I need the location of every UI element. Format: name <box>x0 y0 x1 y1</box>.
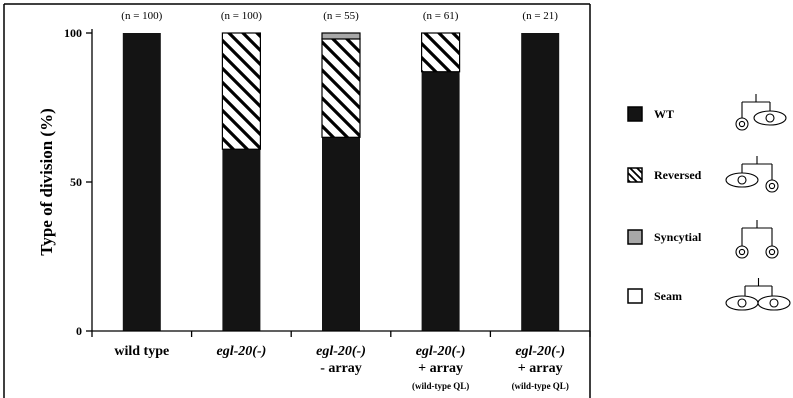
category-label: - array <box>320 361 362 376</box>
n-count-label: (n = 21) <box>522 10 558 22</box>
n-count-label: (n = 100) <box>121 10 162 22</box>
bar-segment-reversed <box>321 38 361 138</box>
n-count-label: (n = 100) <box>221 10 262 22</box>
y-axis-title: Type of division (%) <box>37 108 56 256</box>
legend-swatch-wt <box>627 106 643 122</box>
bar-segment-wt <box>421 71 460 332</box>
category-label: wild type <box>114 344 169 359</box>
legend-label-reversed: Reversed <box>654 168 702 182</box>
category-label: egl-20(-) <box>217 344 267 359</box>
y-tick-label: 50 <box>70 175 82 189</box>
category-label: + array <box>518 361 563 376</box>
legend: WT Reversed Syncytial Seam <box>627 94 791 311</box>
bar-segment-syncytial <box>321 32 361 40</box>
y-tick-label: 100 <box>64 26 82 40</box>
reversed-division-icon <box>725 156 779 193</box>
bar-segment-reversed <box>221 32 261 150</box>
n-count-label: (n = 55) <box>323 10 359 22</box>
category-label: (wild-type QL) <box>412 381 469 391</box>
y-axis: 0 50 100 Type of division (%) <box>37 26 591 338</box>
x-axis-labels: wild type egl-20(-) egl-20(-) - array egl-20… <box>114 344 568 391</box>
category-label: egl-20(-) <box>515 344 565 359</box>
category-label: + array <box>418 361 463 376</box>
legend-swatch-reversed <box>627 167 643 183</box>
bar-segment-wt <box>322 137 360 331</box>
bars <box>122 32 560 332</box>
y-tick-label: 0 <box>76 324 82 338</box>
legend-label-seam: Seam <box>654 289 682 303</box>
legend-label-syncytial: Syncytial <box>654 230 702 244</box>
bar-segment-wt <box>122 33 161 331</box>
category-label: egl-20(-) <box>416 344 466 359</box>
seam-division-icon <box>725 278 791 311</box>
category-label: (wild-type QL) <box>512 381 569 391</box>
bar-segment-reversed <box>421 32 461 73</box>
n-labels: (n = 100) (n = 100) (n = 55) (n = 61) (n = 2… <box>121 10 558 22</box>
legend-swatch-syncytial <box>627 229 643 245</box>
legend-swatch-seam <box>627 288 643 304</box>
n-count-label: (n = 61) <box>423 10 459 22</box>
bar-segment-wt <box>521 33 560 331</box>
legend-label-wt: WT <box>654 107 674 121</box>
bar-segment-wt <box>222 149 261 331</box>
wt-division-icon <box>735 94 787 131</box>
syncytial-division-icon <box>735 220 779 259</box>
category-label: egl-20(-) <box>316 344 366 359</box>
